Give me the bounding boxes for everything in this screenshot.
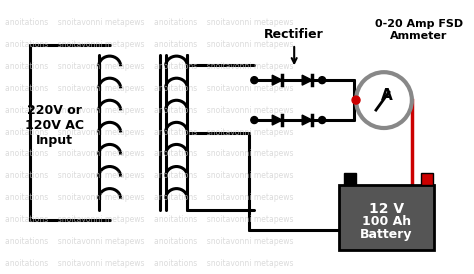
Text: anoitations    snoitavonni metapews    anoitations    snoitavonni metapews: anoitations snoitavonni metapews anoitat…	[5, 193, 293, 202]
Text: anoitations    snoitavonni metapews    anoitations    snoitavonni metapews: anoitations snoitavonni metapews anoitat…	[5, 127, 293, 136]
Text: anoitations    snoitavonni metapews    anoitations    snoitavonni metapews: anoitations snoitavonni metapews anoitat…	[5, 62, 293, 71]
Text: 12 V: 12 V	[369, 202, 404, 216]
Text: anoitations    snoitavonni metapews    anoitations    snoitavonni metapews: anoitations snoitavonni metapews anoitat…	[5, 237, 293, 246]
FancyBboxPatch shape	[339, 185, 434, 250]
Circle shape	[251, 77, 258, 84]
Circle shape	[319, 116, 326, 124]
Text: 220V or
120V AC
Input: 220V or 120V AC Input	[25, 104, 84, 147]
Polygon shape	[272, 75, 282, 85]
Polygon shape	[272, 115, 282, 125]
Text: anoitations    snoitavonni metapews    anoitations    snoitavonni metapews: anoitations snoitavonni metapews anoitat…	[5, 84, 293, 93]
Text: 100 Ah: 100 Ah	[362, 215, 411, 228]
FancyBboxPatch shape	[421, 173, 433, 185]
Text: anoitations    snoitavonni metapews    anoitations    snoitavonni metapews: anoitations snoitavonni metapews anoitat…	[5, 18, 293, 27]
FancyBboxPatch shape	[344, 173, 356, 185]
Text: 0-20 Amp FSD
Ammeter: 0-20 Amp FSD Ammeter	[375, 19, 463, 41]
Text: anoitations    snoitavonni metapews    anoitations    snoitavonni metapews: anoitations snoitavonni metapews anoitat…	[5, 172, 293, 180]
Polygon shape	[302, 115, 312, 125]
Text: anoitations    snoitavonni metapews    anoitations    snoitavonni metapews: anoitations snoitavonni metapews anoitat…	[5, 215, 293, 224]
Text: Rectifier: Rectifier	[264, 28, 324, 63]
Circle shape	[319, 77, 326, 84]
Text: anoitations    snoitavonni metapews    anoitations    snoitavonni metapews: anoitations snoitavonni metapews anoitat…	[5, 259, 293, 268]
Circle shape	[352, 96, 360, 104]
Text: anoitations    snoitavonni metapews    anoitations    snoitavonni metapews: anoitations snoitavonni metapews anoitat…	[5, 105, 293, 115]
Text: anoitations    snoitavonni metapews    anoitations    snoitavonni metapews: anoitations snoitavonni metapews anoitat…	[5, 149, 293, 158]
Text: anoitations    snoitavonni metapews    anoitations    snoitavonni metapews: anoitations snoitavonni metapews anoitat…	[5, 40, 293, 49]
Text: A: A	[381, 88, 393, 103]
Circle shape	[251, 116, 258, 124]
Polygon shape	[302, 75, 312, 85]
Text: Battery: Battery	[360, 228, 413, 241]
